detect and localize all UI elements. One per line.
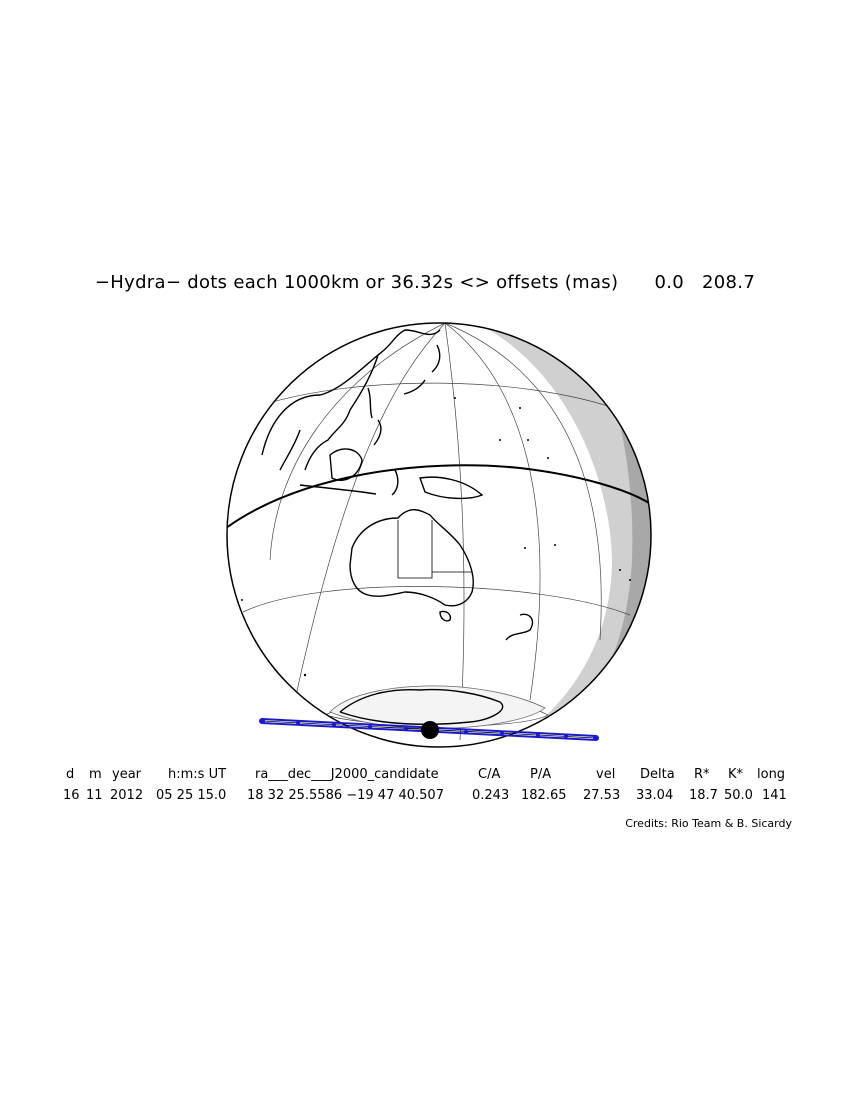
coastlines xyxy=(261,329,534,725)
island-dot xyxy=(547,457,549,459)
australia-borders xyxy=(397,520,472,579)
equator-line xyxy=(227,464,651,529)
value-ca: 0.243 xyxy=(472,788,510,803)
value-rstar: 18.7 xyxy=(689,788,718,803)
col-header-delta: Delta xyxy=(640,767,675,782)
occulting-body-icon xyxy=(421,721,439,739)
new-guinea-coast xyxy=(419,476,484,500)
borneo-coast xyxy=(329,448,363,481)
title-text: −Hydra− dots each 1000km or 36.32s <> of… xyxy=(94,272,619,293)
island-dot xyxy=(527,439,529,441)
value-delta: 33.04 xyxy=(636,788,674,803)
track-dot-icon xyxy=(500,731,504,735)
value-time: 05 25 15.0 xyxy=(156,788,227,803)
new-zealand-coast xyxy=(505,613,534,641)
island-dot xyxy=(454,397,456,399)
value-vel: 27.53 xyxy=(583,788,621,803)
asia-coast xyxy=(261,329,441,471)
col-header-pa: P/A xyxy=(530,767,552,782)
track-dot-icon xyxy=(332,723,336,727)
japan-coast xyxy=(403,344,441,395)
island-dot xyxy=(629,579,631,581)
parallel-line xyxy=(242,586,631,616)
meridian-line xyxy=(294,323,446,701)
pacific-islands xyxy=(241,397,631,677)
track-dot-icon xyxy=(404,727,408,731)
indonesia-coast xyxy=(299,469,399,496)
antarctica-coast xyxy=(339,688,504,725)
globe-disc xyxy=(227,323,651,747)
col-header-ca: C/A xyxy=(478,767,501,782)
track-dot-icon xyxy=(564,734,568,738)
meridian-line xyxy=(444,323,541,701)
col-header-time: h:m:s UT xyxy=(168,767,227,782)
col-header-vel: vel xyxy=(596,767,616,782)
col-header-year: year xyxy=(112,767,142,782)
track-dot-icon xyxy=(536,733,540,737)
track-dot-icon xyxy=(259,718,265,724)
value-day: 16 xyxy=(63,788,80,803)
australia-coast xyxy=(349,509,474,607)
value-kstar: 50.0 xyxy=(724,788,753,803)
value-month: 11 xyxy=(86,788,103,803)
meridian-line xyxy=(444,323,602,641)
philippines-coast xyxy=(367,387,382,446)
island-dot xyxy=(303,673,307,677)
value-pa: 182.65 xyxy=(521,788,567,803)
tasmania-coast xyxy=(439,610,452,622)
track-dot-icon xyxy=(368,725,372,729)
credits-text: Credits: Rio Team & B. Sicardy xyxy=(625,817,792,830)
col-header-rstar: R* xyxy=(694,767,710,782)
meridian-line xyxy=(269,323,446,561)
col-header-day: d xyxy=(66,767,75,782)
graticule xyxy=(242,323,631,741)
value-radec: 18 32 25.5586 −19 47 40.507 xyxy=(247,788,444,803)
parallel-line xyxy=(261,382,621,411)
island-dot xyxy=(619,569,621,571)
value-long: 141 xyxy=(762,788,787,803)
figure-title: −Hydra− dots each 1000km or 36.32s <> of… xyxy=(0,272,850,293)
occultation-track xyxy=(259,718,599,741)
offset-ra-value: 0.0 xyxy=(654,272,684,293)
globe-outline xyxy=(226,322,652,748)
island-dot xyxy=(519,407,521,409)
island-dot xyxy=(241,599,243,601)
meridian-line xyxy=(444,323,465,741)
island-dot xyxy=(499,439,501,441)
island-dot xyxy=(524,547,526,549)
col-header-month: m xyxy=(89,767,102,782)
offset-dec-value: 208.7 xyxy=(702,272,756,293)
col-header-radec: ra___dec___J2000_candidate xyxy=(255,767,439,782)
track-dot-icon xyxy=(296,721,300,725)
track-dot-icon xyxy=(464,730,468,734)
value-year: 2012 xyxy=(110,788,144,803)
col-header-kstar: K* xyxy=(728,767,744,782)
track-dot-icon xyxy=(593,735,599,741)
col-header-long: long xyxy=(757,767,786,782)
island-dot xyxy=(554,544,556,546)
